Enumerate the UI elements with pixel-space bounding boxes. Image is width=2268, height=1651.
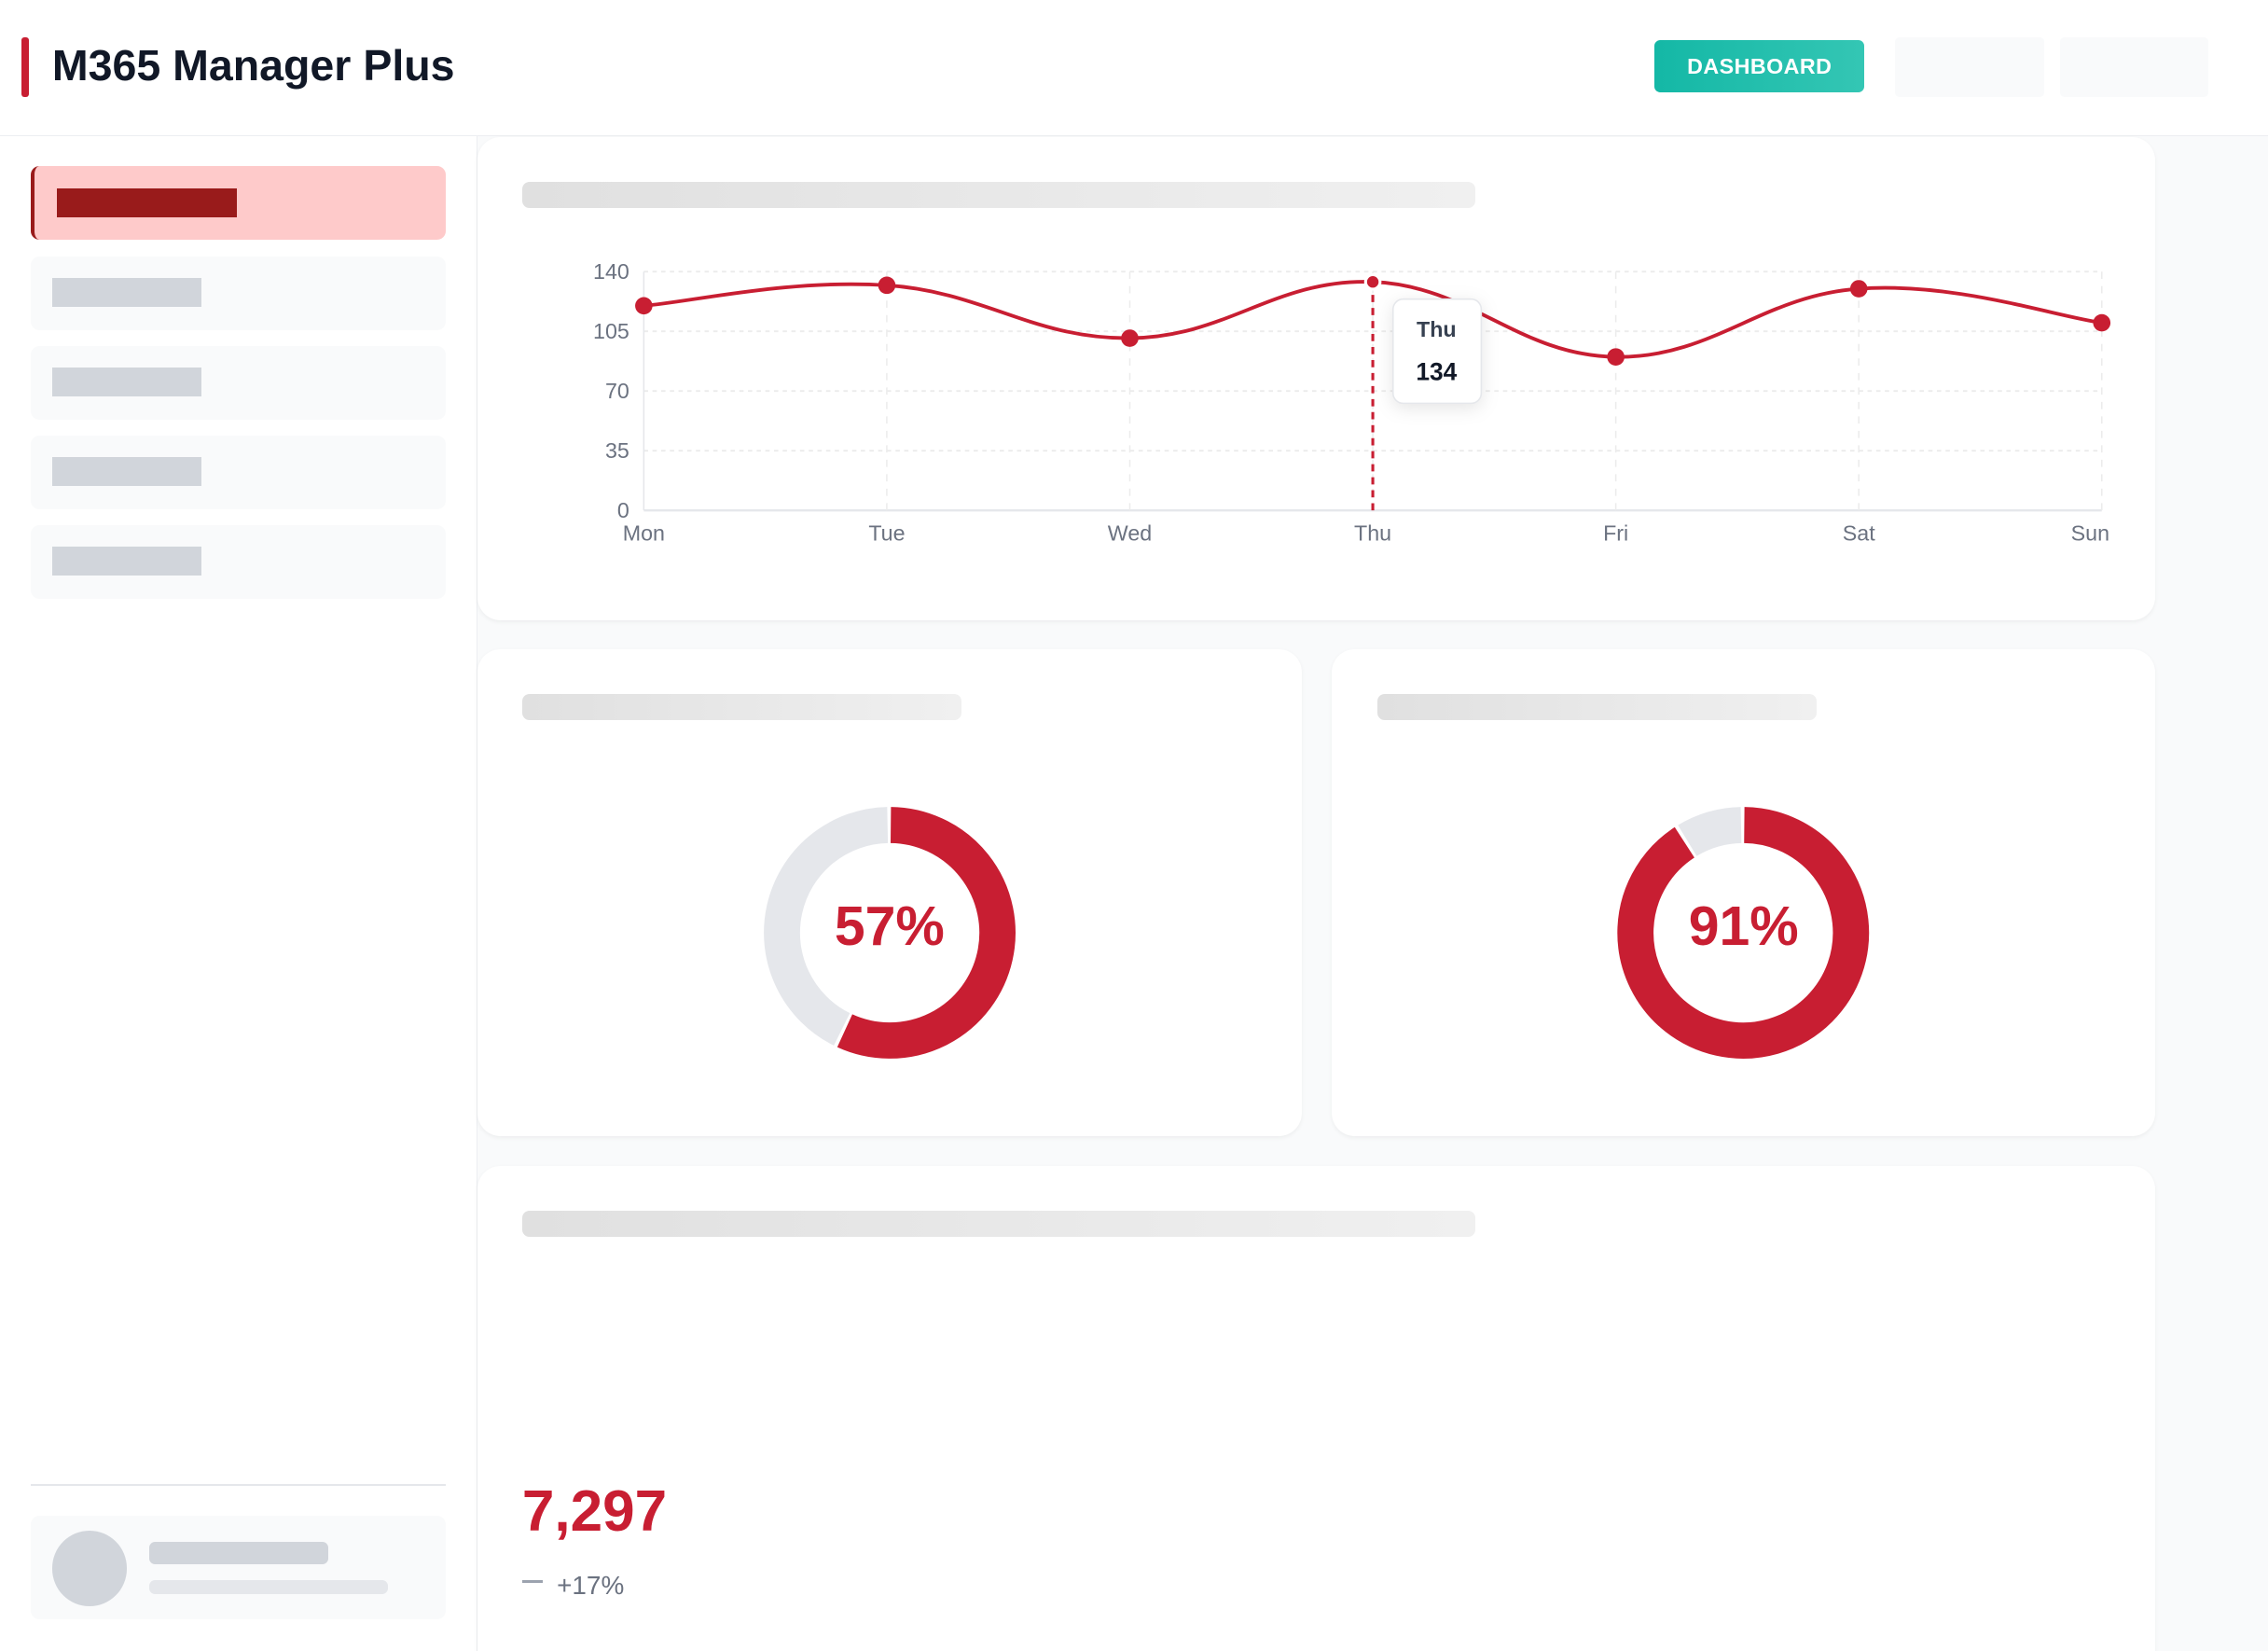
sidebar-item-label-placeholder	[51, 547, 201, 576]
x-tick-label: Sun	[2071, 521, 2109, 546]
donut-chart	[1617, 807, 1870, 1060]
sidebar-item[interactable]	[30, 435, 446, 509]
line-chart-card: 0 35 70 105 140 Mon Tue Wed Thu Fri Sat Sun Thu 134	[477, 137, 2155, 621]
line-chart: 0 35 70 105 140 Mon Tue Wed Thu Fri Sat Sun Thu 134	[593, 259, 2110, 546]
sidebar-item[interactable]	[30, 345, 446, 420]
x-tick-label: Fri	[1603, 521, 1628, 546]
sidebar-item[interactable]	[30, 256, 446, 330]
donut-value-arc	[837, 807, 1016, 1060]
sidebar-item-active[interactable]	[30, 166, 446, 241]
tooltip-value: 134	[1416, 358, 1457, 386]
y-tick-label: 70	[605, 379, 629, 403]
x-tick-label: Mon	[623, 521, 665, 546]
data-point-hovered	[1363, 273, 1382, 291]
sidebar	[0, 135, 477, 1651]
brand-accent-bar	[21, 37, 29, 97]
tooltip-label: Thu	[1417, 317, 1457, 341]
x-tick-label: Tue	[868, 521, 905, 546]
stat-value: 7,297	[521, 1479, 668, 1545]
card-title-placeholder	[521, 1211, 1475, 1238]
sidebar-item-label-placeholder	[51, 277, 201, 307]
donut-track	[763, 807, 889, 1047]
card-title-placeholder	[1376, 694, 1818, 721]
y-tick-label: 35	[605, 438, 629, 463]
data-point	[1607, 348, 1625, 367]
data-point	[1849, 280, 1868, 298]
card-title-placeholder	[521, 694, 962, 721]
y-tick-label: 140	[593, 259, 629, 284]
donut-track	[1678, 807, 1743, 857]
header-placeholder-button[interactable]	[2059, 37, 2209, 97]
sidebar-item-label-placeholder	[51, 457, 201, 487]
tooltip: Thu 134	[1391, 298, 1482, 405]
donut-card-2: 91%	[1332, 649, 2155, 1136]
y-tick-label: 105	[593, 319, 629, 343]
avatar	[51, 1530, 128, 1606]
user-email-placeholder	[148, 1579, 388, 1595]
header-placeholder-button[interactable]	[1894, 37, 2044, 97]
sidebar-item-label-placeholder	[57, 187, 237, 217]
dashboard-button[interactable]: DASHBOARD	[1654, 40, 1865, 93]
donut-chart	[763, 807, 1016, 1060]
user-profile-card[interactable]	[30, 1516, 446, 1619]
x-tick-label: Thu	[1354, 521, 1391, 546]
donut-percent-label: 57%	[834, 896, 945, 958]
data-point	[634, 297, 653, 315]
x-tick-label: Wed	[1108, 521, 1152, 546]
data-point	[1121, 329, 1139, 348]
sidebar-divider	[30, 1484, 446, 1486]
tooltip-box	[1391, 298, 1482, 405]
card-title-placeholder	[521, 182, 1475, 209]
sidebar-item-label-placeholder	[51, 367, 201, 396]
donut-percent-label: 91%	[1688, 896, 1799, 958]
app-title: M365 Manager Plus	[51, 41, 455, 90]
data-point	[2093, 314, 2110, 332]
stat-card: 7,297 +17%	[477, 1166, 2155, 1651]
donut-card-1: 57%	[477, 649, 1302, 1136]
stat-trend: +17%	[521, 1571, 625, 1601]
data-point	[878, 276, 896, 295]
user-name-placeholder	[148, 1542, 329, 1564]
y-tick-label: 0	[617, 498, 629, 522]
stat-change: +17%	[557, 1571, 625, 1601]
app-header: M365 Manager Plus DASHBOARD	[0, 0, 2268, 136]
sidebar-item[interactable]	[30, 525, 446, 600]
donut-value-arc	[1617, 807, 1870, 1060]
x-tick-label: Sat	[1843, 521, 1875, 546]
trend-neutral-icon	[521, 1580, 543, 1584]
